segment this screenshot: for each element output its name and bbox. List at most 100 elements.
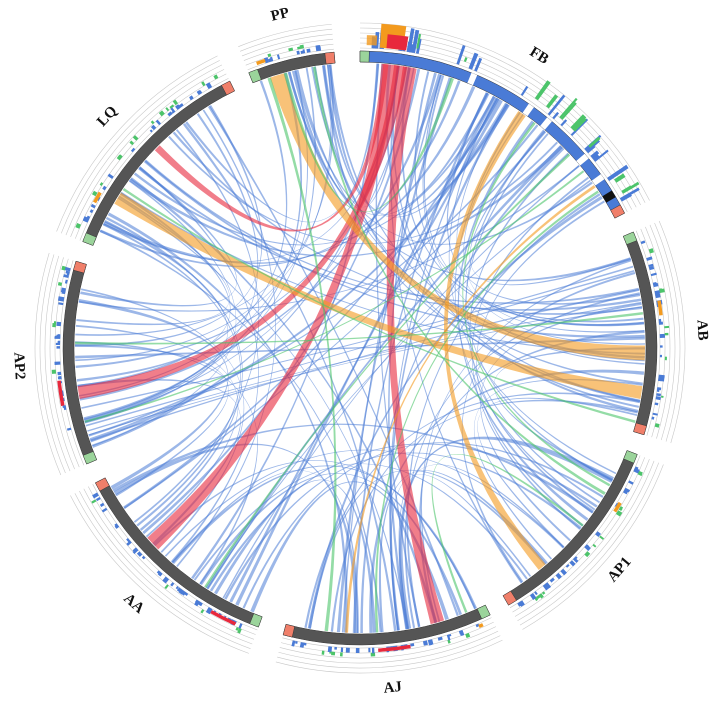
track-bar [570,118,589,136]
track-bar [655,396,661,401]
track-bar [299,642,305,648]
track-bar [650,272,657,277]
track-ring [359,27,646,203]
link-blue [469,152,594,514]
track-bar [584,551,591,558]
track-bar [169,104,175,109]
track-bar [538,593,544,599]
track-bar [52,322,57,328]
track-ring [279,626,497,659]
link-orange [270,73,645,361]
track-bar [181,590,187,596]
track-bar [654,402,659,406]
track-bar [149,129,153,133]
track-bar [447,639,451,644]
track-ring [59,260,85,466]
track-bar [64,279,68,284]
track-ring [74,73,227,239]
track-bar [57,281,63,286]
track-bar [114,523,120,529]
track-ring [278,630,499,664]
track-bar [57,341,61,344]
track-ring [640,228,666,438]
track-bar [164,584,169,590]
track-bar [654,423,660,428]
track-bar [340,647,344,653]
track-bar [619,506,624,510]
track-bar [116,154,123,161]
link-blue [75,336,645,359]
track-bar [570,114,587,131]
track-block-red [210,610,237,626]
track-bar [132,547,138,553]
track-bar [51,369,57,374]
track-bar [205,82,213,90]
segment-gap [591,174,605,186]
track-bar [370,652,376,657]
track-ring [34,252,62,476]
track-ring [79,490,253,645]
link-blue [229,99,503,603]
track-bar [126,540,132,546]
track-bar [184,592,189,596]
track-bar [176,587,182,592]
track-bar [573,556,578,561]
track-ring [359,47,628,212]
track-bar [463,57,468,62]
track-bar [552,111,560,120]
track-bar [659,333,666,338]
track-ring [649,224,676,441]
feature-tracks [51,23,670,657]
link-green [75,312,644,345]
track-bar [132,135,139,141]
track-ring [635,230,661,436]
track-bar [634,466,639,472]
track-bar [327,646,331,653]
track-bar [167,111,173,117]
track-bar [295,640,298,644]
link-blue [235,95,497,606]
track-bar [54,361,61,365]
track-ring [282,617,492,649]
segment-gap [576,153,589,166]
track-bar [86,215,91,220]
track-bar [83,217,90,222]
track-bar [269,56,274,62]
track-bar [542,583,550,591]
track-bar [276,54,281,60]
track-bar [447,633,452,638]
track-ring [241,33,333,57]
track-bar [315,44,321,52]
track-bar [178,588,185,595]
track-peak-orange [366,35,378,46]
track-ring [247,48,334,71]
segment-label-fb: FB [527,44,552,68]
link-blue [99,80,461,268]
track-ring [359,22,650,201]
track-bar [175,585,179,590]
track-bar [607,164,629,182]
track-bar [549,577,555,583]
track-bar [170,582,175,587]
track-bar [57,296,65,302]
track-bar [437,636,443,641]
track-bar [590,150,600,159]
track-bar [660,395,664,398]
track-bar [194,599,201,605]
track-block-orange [657,300,663,316]
track-bar [646,256,653,261]
track-bar [150,120,155,125]
track-bar [520,85,529,96]
track-bar [101,507,108,513]
track-bar [345,647,350,653]
segment-label-aj: AJ [383,679,403,697]
track-bar [92,492,99,499]
segment-end-cap [221,80,235,96]
track-bar [297,46,301,50]
track-bar [594,149,609,162]
track-bar [560,119,568,127]
track-bar [162,576,170,584]
track-bar [555,572,562,580]
track-peak-red [386,34,409,51]
